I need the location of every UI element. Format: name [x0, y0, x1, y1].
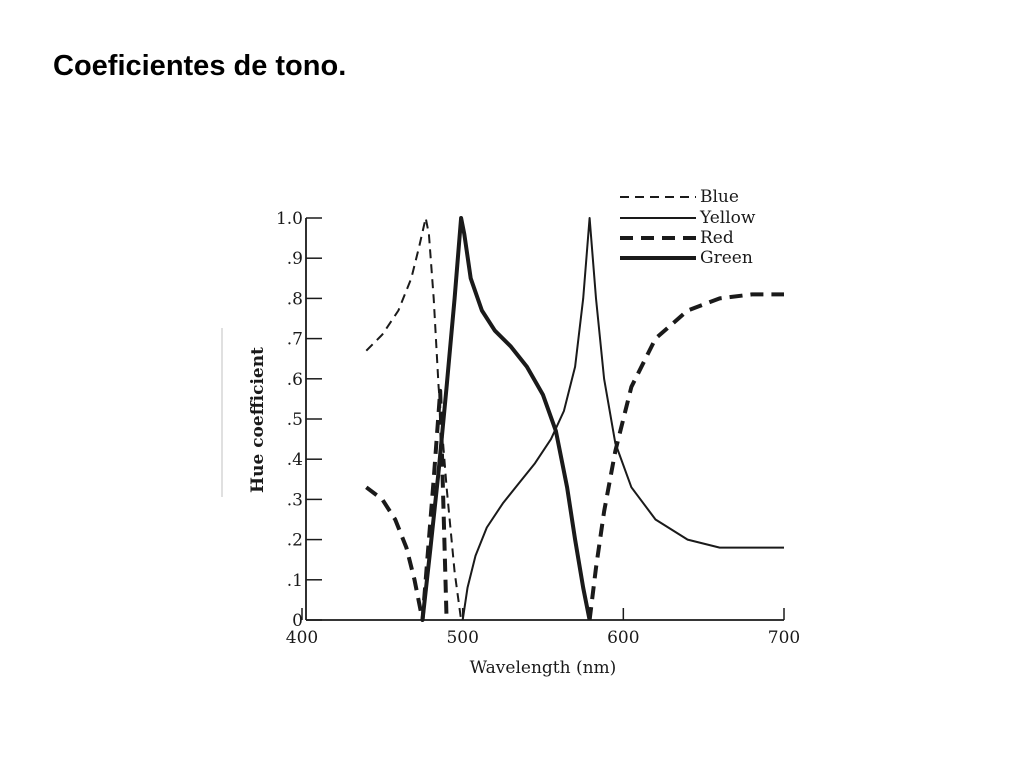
x-tick-label: 400 [286, 628, 318, 648]
slide-title: Coeficientes de tono. [53, 50, 347, 82]
series-line-red [365, 388, 449, 622]
legend-label-blue: Blue [700, 187, 739, 207]
x-tick-label: 600 [607, 628, 639, 648]
series-line-blue [365, 217, 463, 621]
x-tick-label: 700 [768, 628, 800, 648]
x-axis-label: Wavelength (nm) [470, 658, 617, 678]
series-line-red [587, 292, 784, 621]
y-tick-label: .7 [287, 330, 303, 350]
y-tick-label: .9 [287, 249, 303, 269]
series-line-green [420, 216, 592, 621]
y-tick-label: .8 [287, 289, 303, 309]
chart-ticks: 0 .1 .2 .3 .4 .5 .6 .7 .8 .9 1.0 400 500 600 700 [276, 209, 800, 648]
y-tick-label: .5 [287, 410, 303, 430]
chart-axes [305, 218, 784, 621]
y-tick-label: 1.0 [276, 209, 303, 229]
y-tick-label: .6 [287, 370, 303, 390]
y-tick-label: .4 [287, 450, 303, 470]
series-line-yellow [461, 217, 784, 621]
y-tick-label: .2 [287, 531, 303, 551]
legend-label-green: Green [700, 248, 753, 268]
x-tick-label: 500 [446, 628, 478, 648]
y-tick-label: .1 [287, 571, 303, 591]
legend-label-yellow: Yellow [699, 208, 756, 228]
legend-label-red: Red [700, 228, 734, 248]
y-tick-label: 0 [292, 611, 303, 631]
chart-series [365, 216, 784, 622]
y-tick-label: .3 [287, 490, 303, 510]
y-axis-label: Hue coefficient [248, 347, 268, 493]
